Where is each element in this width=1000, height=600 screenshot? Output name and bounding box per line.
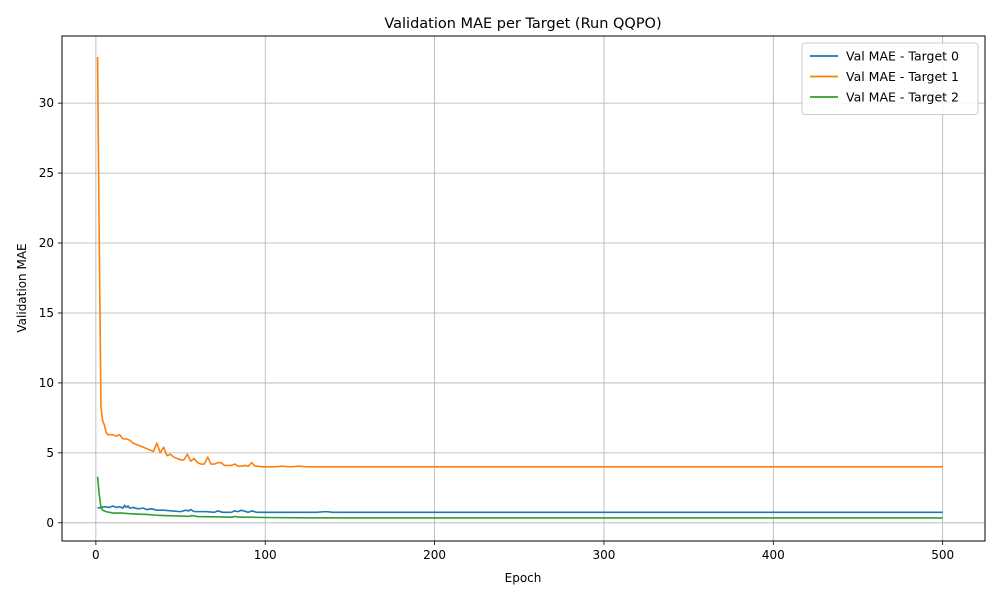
x-axis-label: Epoch: [505, 571, 542, 585]
legend-label: Val MAE - Target 2: [846, 90, 959, 105]
legend-box: [801, 42, 979, 115]
x-tick-label: 200: [423, 548, 446, 562]
legend: Val MAE - Target 0 Val MAE - Target 1 Val …: [801, 42, 979, 115]
y-tick-label: 10: [39, 376, 54, 390]
grid: [62, 36, 985, 541]
x-tick-label: 300: [592, 548, 615, 562]
y-tick-label: 15: [39, 306, 54, 320]
ticks: 0 100 200 300 400 500 0 5 10 15 20 25 30: [39, 96, 954, 562]
series-line-target-0: [97, 504, 943, 514]
y-axis-label: Validation MAE: [15, 243, 29, 332]
x-tick-label: 400: [762, 548, 785, 562]
y-tick-label: 5: [46, 446, 54, 460]
x-tick-label: 500: [931, 548, 954, 562]
chart-title: Validation MAE per Target (Run QQPO): [384, 16, 661, 32]
series-layer: [96, 56, 943, 519]
legend-label: Val MAE - Target 0: [846, 49, 959, 64]
y-tick-label: 25: [39, 166, 54, 180]
x-tick-label: 100: [254, 548, 277, 562]
legend-label: Val MAE - Target 1: [846, 69, 959, 84]
series-line-target-1: [96, 56, 943, 468]
series-line-target-2: [96, 476, 943, 519]
y-tick-label: 0: [46, 516, 54, 530]
plot-frame: [61, 35, 986, 542]
x-tick-label: 0: [92, 548, 100, 562]
y-tick-label: 30: [39, 96, 54, 110]
y-tick-label: 20: [39, 236, 54, 250]
